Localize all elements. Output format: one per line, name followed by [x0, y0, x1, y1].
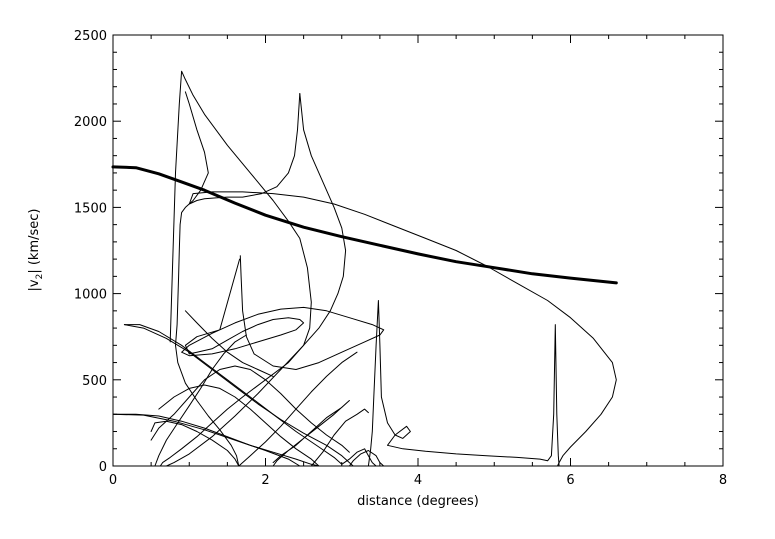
x-axis-label: distance (degrees) — [357, 494, 479, 509]
series-line-17 — [158, 384, 320, 467]
curve-group — [111, 70, 618, 467]
x-tick-label: 6 — [566, 473, 574, 488]
series-line-5 — [181, 255, 385, 370]
y-axis-label-rest: | (km/sec) — [27, 209, 42, 274]
y-tick-label: 0 — [99, 460, 107, 475]
series-line-16 — [184, 310, 274, 377]
y-tick-label: 2000 — [74, 115, 107, 130]
series-line-15 — [238, 351, 358, 467]
y-axis-label-subscript: 2 — [35, 274, 45, 280]
tick-group: 0 2 4 6 8 0 500 1000 1500 2000 2500 — [74, 29, 727, 488]
x-tick-label: 4 — [414, 473, 422, 488]
series-line-2 — [175, 91, 240, 467]
y-tick-label: 500 — [82, 374, 107, 389]
series-line-11 — [150, 420, 240, 467]
series-line-14 — [367, 300, 560, 467]
x-tick-label: 8 — [719, 473, 727, 488]
series-line-4 — [165, 93, 347, 467]
y-tick-label: 1000 — [74, 288, 107, 303]
series-line-9 — [112, 413, 301, 467]
y-tick-label: 1500 — [74, 201, 107, 216]
series-line-6 — [123, 324, 377, 467]
series-line-10 — [150, 365, 350, 453]
series-line-3 — [188, 93, 617, 467]
series-line-12 — [272, 400, 350, 467]
y-axis-label: |v2| (km/sec) — [27, 209, 45, 292]
x-tick-label: 2 — [261, 473, 269, 488]
series-line-1 — [159, 70, 312, 467]
x-tick-label: 0 — [109, 473, 117, 488]
series-line-8 — [112, 413, 320, 467]
plot-frame — [112, 34, 724, 467]
series-line-thick — [111, 165, 618, 285]
y-tick-label: 2500 — [74, 29, 107, 44]
series-line-13 — [310, 408, 369, 467]
series-line-7 — [123, 324, 354, 467]
y-axis-label-main: |v — [27, 279, 42, 291]
series-line-18 — [154, 334, 247, 467]
